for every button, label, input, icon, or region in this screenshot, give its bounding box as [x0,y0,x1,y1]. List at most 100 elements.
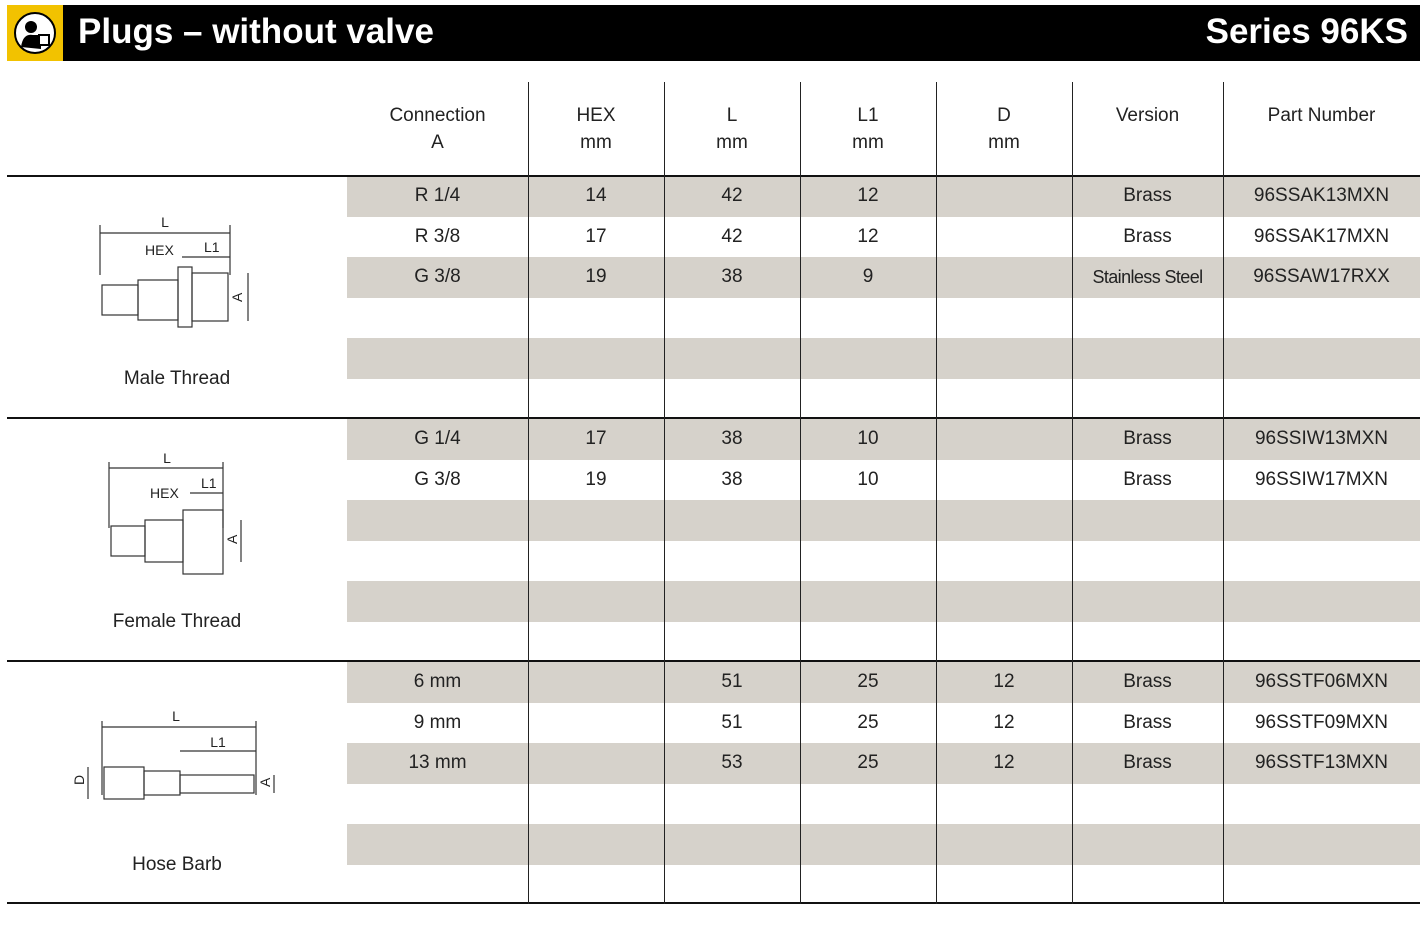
row-band [347,500,1420,541]
table-cell: 25 [857,671,879,693]
diagram-label: L [161,214,169,230]
table-cell: 42 [721,185,743,207]
table-cell: 12 [857,225,879,247]
row-band [347,338,1420,379]
series: Series 96KS [1205,12,1408,51]
table-cell: Brass [1123,711,1172,733]
diagram-hose: L L1 D A [71,708,275,800]
table-cell: Stainless Steel [1092,266,1203,287]
table-cell: 12 [993,671,1015,693]
column-divider [528,82,529,904]
group-name: Female Thread [112,611,242,632]
table-cell: 6 mm [413,671,462,693]
table-cell: 96SSTF13MXN [1254,752,1389,774]
table-cell: 17 [585,225,607,247]
group-name: Male Thread [123,368,231,389]
table-cell: 19 [585,266,607,288]
table-cell: 38 [721,428,743,450]
row-divider [7,902,1420,904]
table-cell: 96SSAW17RXX [1253,266,1390,288]
column-header: D [997,104,1011,126]
table-cell: 96SSTF06MXN [1254,671,1389,693]
row-band [347,824,1420,865]
title: Plugs – without valve [78,12,434,51]
column-divider [936,82,937,904]
row-band [347,743,1420,784]
table-cell: 51 [721,671,743,693]
diagram-label: L [163,450,171,466]
row-divider [7,660,1420,662]
table-cell: 38 [721,468,743,490]
row-band [347,581,1420,622]
table-cell [936,460,1072,501]
column-header: Part Number [1267,104,1376,126]
column-header: L [726,104,738,126]
table-cell: 12 [993,752,1015,774]
row-band [347,257,1420,298]
table-cell: Brass [1123,225,1172,247]
column-header: HEX [576,104,616,126]
table-cell: 17 [585,428,607,450]
column-header: mm [716,131,748,153]
table-cell: R 1/4 [414,185,461,207]
table-cell: 96SSTF09MXN [1254,711,1389,733]
table-cell: Brass [1123,752,1172,774]
column-header: L1 [857,104,879,126]
diagram-label: A [224,534,240,544]
table-cell: 14 [585,185,607,207]
column-header: Connection [389,104,486,126]
table-cell [936,176,1072,217]
table-cell: 13 mm [408,752,467,774]
diagram-label: L1 [201,475,217,491]
column-header: mm [988,131,1020,153]
row-band [347,176,1420,217]
column-divider [1223,82,1224,904]
table-cell: Brass [1123,185,1172,207]
table-cell: 96SSIW13MXN [1254,428,1389,450]
row-band [347,419,1420,460]
row-divider [7,175,1420,177]
table-cell: G 1/4 [414,428,461,450]
diagram-label: HEX [150,485,179,501]
table-cell [528,662,664,703]
row-divider [7,417,1420,419]
table-cell: R 3/8 [414,225,461,247]
header-icon [7,5,63,61]
column-divider [800,82,801,904]
table-cell [528,743,664,784]
diagram-label: L1 [204,239,220,255]
table-cell: Brass [1123,468,1172,490]
table-cell: 10 [857,428,879,450]
diagram-label: L1 [210,734,226,750]
table-cell: G 3/8 [414,468,461,490]
diagram-female: L HEX L1 A [108,450,242,575]
diagram-label: A [229,292,245,302]
table-cell: Brass [1123,428,1172,450]
table-cell: 51 [721,711,743,733]
column-header: Version [1115,104,1180,126]
table-cell: 10 [857,468,879,490]
table-cell: 96SSIW17MXN [1254,468,1389,490]
column-divider [1072,82,1073,904]
diagram-male: L HEX L1 A [99,214,249,328]
table-cell: 9 mm [413,711,462,733]
diagram-label: L [172,708,180,724]
table-cell: 9 [862,266,874,288]
table-cell [528,703,664,744]
table-cell [936,257,1072,298]
table-cell [936,419,1072,460]
table-cell [936,217,1072,258]
column-header: A [431,131,444,153]
table-cell: G 3/8 [414,266,461,288]
table-cell: 25 [857,752,879,774]
row-band [347,662,1420,703]
table-cell: 19 [585,468,607,490]
column-divider [664,82,665,904]
table-cell: 96SSAK17MXN [1253,225,1390,247]
table-cell: 38 [721,266,743,288]
header-bar [7,5,1420,61]
table-cell: 96SSAK13MXN [1253,185,1390,207]
table-cell: 12 [857,185,879,207]
table-cell: 53 [721,752,743,774]
